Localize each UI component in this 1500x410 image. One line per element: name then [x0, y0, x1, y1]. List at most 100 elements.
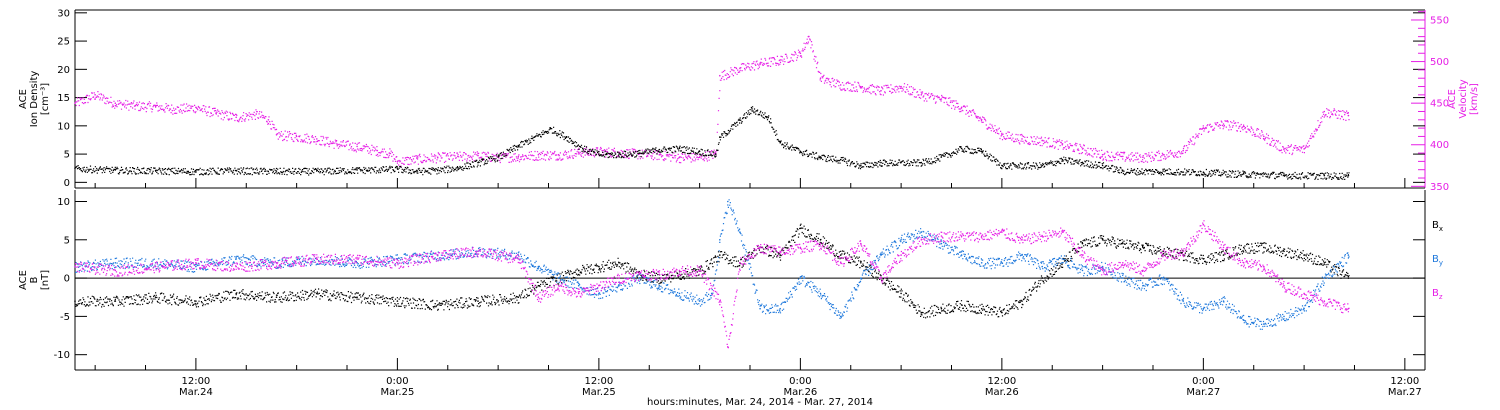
b-series-magenta	[74, 220, 1350, 349]
b-series-blue-point-39	[1041, 265, 1043, 268]
b-series-magenta-point-28	[839, 262, 842, 264]
b-series-blue-point-28	[819, 292, 822, 295]
velocity-series-point-9	[255, 113, 258, 115]
b-series-blue-point-17	[638, 277, 640, 279]
b-series-magenta-point-39	[1061, 231, 1064, 233]
legend-entry: Bx	[1432, 220, 1443, 233]
velocity-series-point-42	[839, 84, 842, 86]
velocity-tick-label: 400	[1430, 140, 1449, 151]
b-series-magenta-point-1	[114, 269, 117, 272]
velocity-tick-label: 350	[1430, 182, 1449, 193]
b-series-magenta-point-25	[779, 250, 781, 253]
velocity-series-point-8	[235, 116, 237, 119]
b-series-black-point-28	[860, 262, 862, 264]
density-tick-label: 20	[57, 65, 70, 76]
b-series-blue-point-52	[1303, 307, 1305, 310]
b-series-magenta-point-0	[74, 265, 76, 268]
b-series-blue-points	[75, 199, 1350, 330]
density-series-point-47	[1202, 171, 1205, 173]
density-series-point-32	[819, 156, 822, 158]
b-series-black-point-21	[719, 254, 721, 256]
velocity-series-point-12	[295, 135, 298, 138]
velocity-series-point-20	[436, 156, 439, 158]
b-series-magenta-point-11	[517, 258, 520, 260]
b-series-black-point-8	[396, 300, 399, 302]
b-series-magenta-point-13	[557, 284, 560, 287]
bfield-tick-label: -5	[60, 312, 70, 323]
x-tick-date: Mar.27	[1388, 387, 1422, 398]
velocity-axis-label-line: Velocity	[1458, 79, 1469, 118]
velocity-series-point-56	[1122, 155, 1124, 158]
density-tick-label: 5	[64, 150, 70, 161]
density-series-point-11	[457, 166, 459, 169]
b-series-black-point-52	[1347, 277, 1350, 279]
velocity-series-point-32	[678, 156, 681, 158]
velocity-series-point-67	[1347, 114, 1350, 117]
bfield-tick-label: 0	[64, 274, 70, 285]
b-series-magenta-point-16	[618, 277, 620, 279]
density-series-point-22	[658, 148, 661, 151]
b-series-black-point-11	[517, 296, 520, 299]
b-series-black-point-7	[356, 296, 358, 299]
b-series-black-point-48	[1263, 246, 1265, 249]
b-series-magenta-point-38	[1041, 235, 1043, 237]
velocity-series-point-5	[174, 108, 177, 110]
b-series-black-point-46	[1222, 254, 1225, 256]
bfield-axis-label-line: [nT]	[40, 270, 51, 290]
velocity-series-point-37	[759, 62, 761, 64]
velocity-tick-label: 450	[1430, 99, 1449, 110]
density-series-point-15	[533, 136, 536, 138]
b-series-blue-point-44	[1142, 284, 1144, 287]
density-series-point-14	[517, 144, 520, 147]
velocity-axis-label-line: ACE	[1447, 89, 1458, 109]
velocity-series-point-2	[114, 102, 117, 104]
velocity-series-point-36	[739, 67, 741, 69]
velocity-series-point-61	[1222, 123, 1225, 125]
b-series-black-point-32	[940, 307, 943, 310]
b-series-blue-point-54	[1347, 254, 1350, 256]
density-series-point-5	[275, 170, 278, 172]
b-series-magenta-point-5	[275, 262, 278, 264]
density-series-point-6	[316, 170, 318, 172]
density-series-point-48	[1242, 173, 1245, 175]
b-series-black-point-6	[316, 292, 318, 295]
b-series-blue-point-45	[1162, 277, 1164, 279]
density-series-point-24	[698, 150, 701, 153]
density-series-point-25	[714, 153, 717, 155]
legend-subscript: y	[1439, 259, 1443, 267]
velocity-series-point-64	[1283, 148, 1285, 150]
velocity-tick-label: 500	[1430, 57, 1449, 68]
velocity-series-point-18	[396, 160, 399, 163]
b-series-black-point-0	[74, 300, 76, 302]
velocity-series-point-21	[457, 155, 459, 158]
b-series-magenta-point-19	[678, 269, 681, 272]
x-tick-date: Mar.24	[179, 387, 213, 398]
b-series-magenta-point-51	[1303, 292, 1305, 295]
b-series-magenta-point-37	[1021, 239, 1023, 241]
velocity-series-point-13	[316, 138, 318, 140]
b-series-magenta-point-52	[1323, 300, 1326, 302]
b-series-blue-point-29	[839, 315, 842, 318]
density-series-point-12	[477, 161, 479, 164]
b-series-magenta-point-18	[658, 273, 661, 276]
density-series-point-26	[719, 136, 721, 138]
density-tick-label: 10	[57, 121, 70, 132]
bfield-axis-label-line: B	[29, 276, 40, 283]
b-series-blue-point-13	[557, 277, 560, 279]
velocity-series-point-46	[920, 94, 923, 96]
b-series-magenta-point-4	[235, 265, 237, 268]
b-series-blue-point-53	[1323, 277, 1326, 279]
density-series-point-29	[767, 116, 769, 119]
b-series-magenta-point-17	[638, 273, 640, 276]
b-series-magenta-point-2	[154, 265, 157, 268]
density-series-point-43	[1081, 161, 1084, 164]
b-series-magenta-points	[75, 220, 1350, 349]
b-series-black	[74, 223, 1350, 319]
b-series-magenta-point-26	[799, 246, 802, 249]
b-series-blue-point-47	[1202, 307, 1205, 310]
velocity-series-point-57	[1142, 156, 1144, 158]
density-tick-label: 25	[57, 37, 70, 48]
b-series-black-point-25	[799, 227, 802, 230]
